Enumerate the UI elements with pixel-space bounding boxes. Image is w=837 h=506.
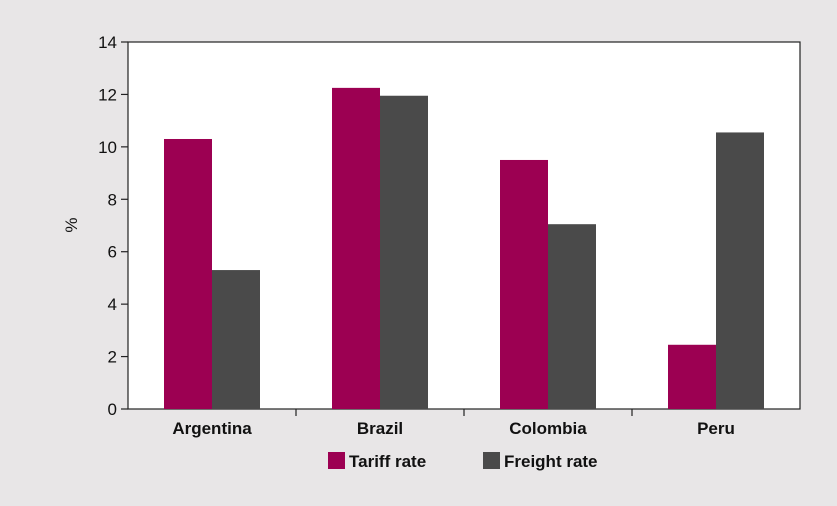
bar-tariff-rate — [500, 159, 548, 409]
legend-swatch — [328, 452, 345, 469]
bar-tariff-rate — [332, 87, 380, 409]
bar-freight-rate — [380, 95, 428, 409]
bar-tariff-rate — [164, 138, 212, 409]
y-tick-label: 0 — [108, 400, 117, 419]
bar-freight-rate — [212, 270, 260, 409]
y-tick-label: 6 — [108, 243, 117, 262]
bar-freight-rate — [548, 224, 596, 409]
y-tick-label: 2 — [108, 348, 117, 367]
x-axis: Argentina Brazil Colombia Peru — [172, 409, 735, 438]
x-category-label: Peru — [697, 419, 735, 438]
y-tick-label: 10 — [98, 138, 117, 157]
x-category-label: Brazil — [357, 419, 403, 438]
x-category-label: Colombia — [509, 419, 587, 438]
bars — [164, 87, 764, 410]
x-category-label: Argentina — [172, 419, 252, 438]
y-tick-label: 8 — [108, 190, 117, 209]
y-axis: 0 2 4 6 8 10 12 14 — [98, 33, 128, 419]
bar-tariff-rate — [668, 344, 716, 409]
legend-label: Freight rate — [504, 452, 598, 471]
bar-freight-rate — [716, 132, 764, 410]
legend-swatch — [483, 452, 500, 469]
y-axis-title: % — [62, 217, 81, 232]
legend: Tariff rate Freight rate — [328, 452, 598, 471]
y-tick-label: 14 — [98, 33, 117, 52]
legend-label: Tariff rate — [349, 452, 426, 471]
y-tick-label: 12 — [98, 85, 117, 104]
y-tick-label: 4 — [108, 295, 117, 314]
